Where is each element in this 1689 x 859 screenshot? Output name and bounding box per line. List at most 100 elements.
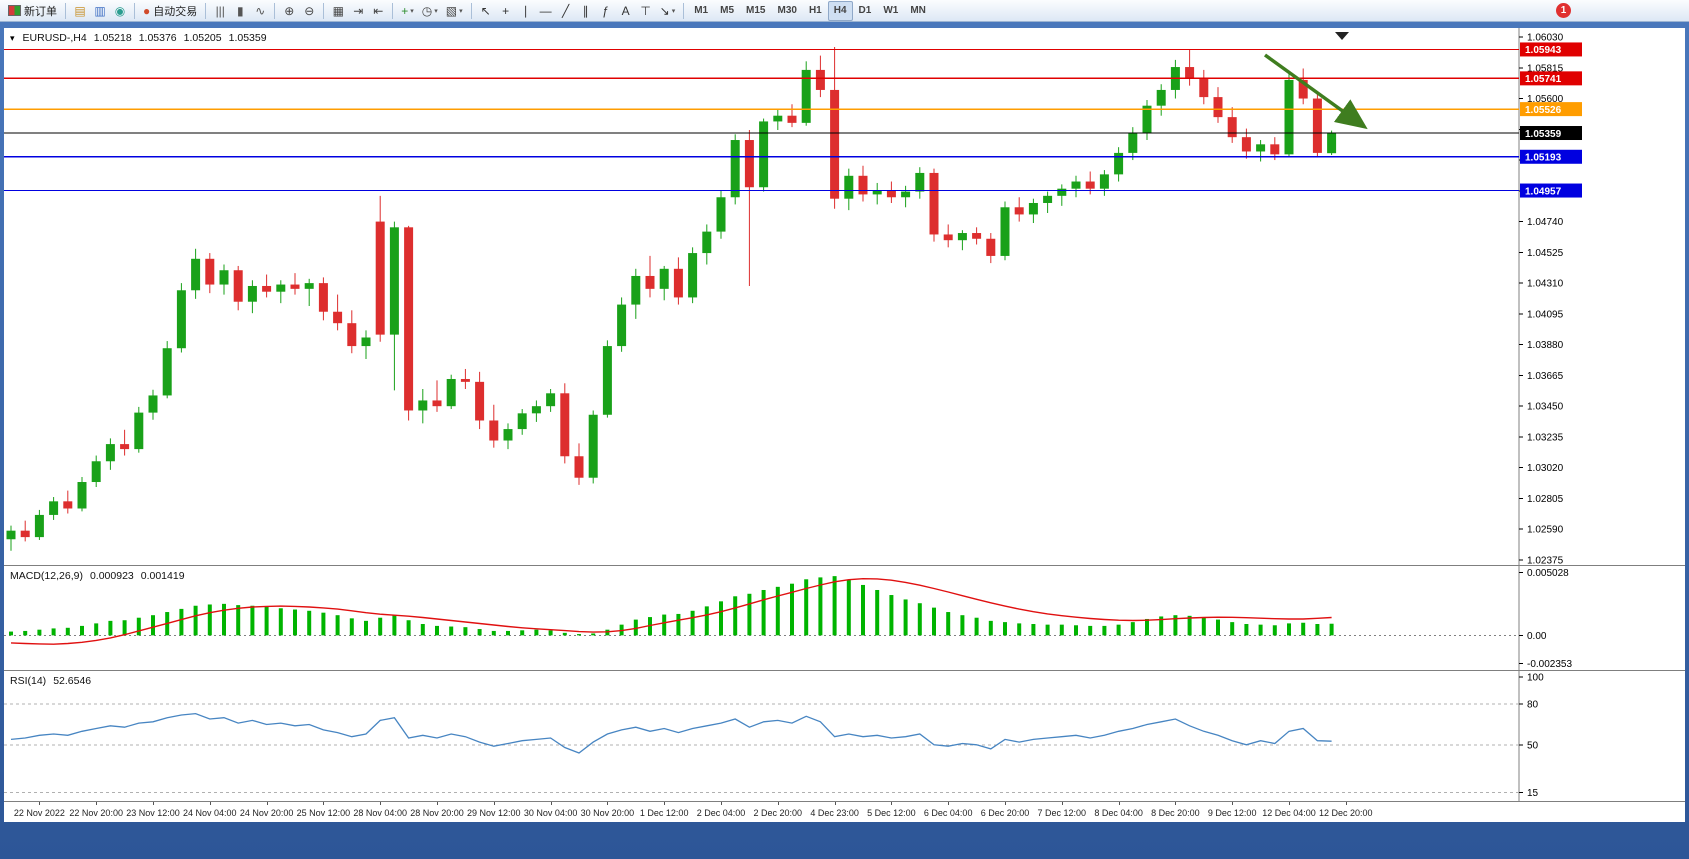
time-tick xyxy=(607,802,609,805)
macd-signal-line xyxy=(10,577,1332,645)
open-value: 1.05218 xyxy=(93,32,132,44)
one-click-expand-icon[interactable]: ▾ xyxy=(10,32,15,43)
time-label: 2 Dec 04:00 xyxy=(696,808,746,818)
time-label: 22 Nov 20:00 xyxy=(69,808,123,818)
main-chart-canvas[interactable]: 1.060301.058151.056001.053851.051701.049… xyxy=(4,28,1685,565)
crosshair-icon: + xyxy=(502,3,510,18)
close-value: 1.05359 xyxy=(228,32,267,44)
chart-ohlc-header: ▾ EURUSD-,H4 1.05218 1.05376 1.05205 1.0… xyxy=(10,32,267,44)
time-label: 30 Nov 04:00 xyxy=(523,808,578,818)
trendline-button[interactable]: ╱ xyxy=(556,1,576,21)
macd-canvas[interactable]: 0.005028 0.00 -0.002353 xyxy=(4,566,1685,670)
timeframe-h1-button[interactable]: H1 xyxy=(808,5,822,16)
rsi-line xyxy=(10,712,1332,754)
tile-windows-icon: ▦ xyxy=(332,3,344,18)
svg-text:-0.002353: -0.002353 xyxy=(1527,659,1572,670)
timeframe-w1-button[interactable]: W1 xyxy=(883,5,899,16)
dropdown-icon[interactable]: ▾ xyxy=(410,7,414,15)
svg-text:80: 80 xyxy=(1527,700,1539,711)
time-label: 8 Dec 20:00 xyxy=(1151,808,1200,818)
periods-button[interactable]: ◷ ▾ xyxy=(418,1,442,21)
time-tick xyxy=(437,802,438,805)
timeframe-d1-button[interactable]: D1 xyxy=(858,5,872,16)
time-axis[interactable]: 22 Nov 2022 22 Nov 20:00 23 Nov 12:00 24 No… xyxy=(4,801,1685,822)
autotrade-button[interactable]: ● 自动交易 xyxy=(139,1,201,21)
horizontal-line-button[interactable]: — xyxy=(536,1,556,21)
timeframe-m30-button[interactable]: M30 xyxy=(777,5,797,16)
fibonacci-button[interactable]: ƒ xyxy=(596,1,616,21)
price-tag-1.05193: 1.05193 xyxy=(1520,149,1582,164)
symbol-label: EURUSD-,H4 xyxy=(22,32,87,44)
time-label: 22 Nov 2022 xyxy=(13,808,65,818)
candlestick-button[interactable]: ▮ xyxy=(230,1,250,21)
data-window-icon: ▥ xyxy=(94,3,106,18)
market-watch-button[interactable]: ▤ xyxy=(70,1,90,21)
time-label: 6 Dec 20:00 xyxy=(980,808,1030,818)
indicators-button[interactable]: + ▾ xyxy=(397,1,418,21)
navigator-button[interactable]: ◉ xyxy=(110,1,130,21)
channel-icon: ∥ xyxy=(582,3,589,18)
line-chart-button[interactable]: ∿ xyxy=(250,1,270,21)
time-label: 2 Dec 20:00 xyxy=(753,808,803,818)
data-window-button[interactable]: ▥ xyxy=(90,1,110,21)
rsi-value: 52.6546 xyxy=(53,675,92,687)
rsi-label: RSI(14) xyxy=(10,675,47,687)
time-tick xyxy=(266,802,268,805)
bar-chart-icon: ||| xyxy=(215,3,225,18)
time-tick xyxy=(1118,802,1120,805)
svg-text:1.02375: 1.02375 xyxy=(1527,556,1564,566)
shapes-button[interactable]: ↘ ▾ xyxy=(656,1,680,21)
dropdown-icon[interactable]: ▾ xyxy=(434,7,438,15)
svg-text:1.05526: 1.05526 xyxy=(1525,105,1562,116)
label-button[interactable]: ⊤ xyxy=(636,1,656,21)
new-order-button[interactable]: 新订单 xyxy=(4,1,61,21)
time-tick xyxy=(948,802,950,805)
time-label: 4 Dec 23:00 xyxy=(810,808,859,818)
rsi-canvas[interactable]: 100 80 50 15 xyxy=(4,671,1685,801)
autoscroll-icon: ⇥ xyxy=(353,3,364,18)
time-tick xyxy=(153,802,154,805)
crosshair-button[interactable]: + xyxy=(496,1,516,21)
macd-panel: 0.005028 0.00 -0.002353 MACD(12,26,9) 0.00… xyxy=(4,565,1685,670)
svg-text:1.02805: 1.02805 xyxy=(1527,494,1564,505)
time-label: 8 Dec 04:00 xyxy=(1094,808,1143,818)
time-tick xyxy=(380,802,382,805)
dropdown-icon[interactable]: ▾ xyxy=(671,7,676,15)
rsi-header: RSI(14) 52.6546 xyxy=(10,675,91,687)
tile-windows-button[interactable]: ▦ xyxy=(328,1,348,21)
time-label: 23 Nov 12:00 xyxy=(126,808,180,818)
autoscroll-button[interactable]: ⇥ xyxy=(348,1,368,21)
bar-chart-button[interactable]: ||| xyxy=(210,1,230,21)
svg-text:1.03450: 1.03450 xyxy=(1527,402,1564,413)
chart-shift-button[interactable]: ⇤ xyxy=(368,1,388,21)
vertical-line-button[interactable]: ∣ xyxy=(516,1,536,21)
macd-label: MACD(12,26,9) xyxy=(10,570,83,582)
cursor-button[interactable]: ↖ xyxy=(476,1,496,21)
trendline-icon: ╱ xyxy=(562,3,570,18)
main-chart-panel: 1.060301.058151.056001.053851.051701.049… xyxy=(4,28,1685,565)
toolbar-separator xyxy=(134,2,135,19)
timeframe-mn-button[interactable]: MN xyxy=(910,5,926,16)
trend-arrow-annotation[interactable] xyxy=(1263,53,1368,130)
text-icon: A xyxy=(621,3,630,18)
scroll-to-end-icon[interactable] xyxy=(1335,32,1349,40)
timeframe-m5-button[interactable]: M5 xyxy=(720,5,735,16)
time-label: 24 Nov 20:00 xyxy=(239,808,294,818)
templates-button[interactable]: ▧ ▾ xyxy=(442,1,467,21)
dropdown-icon[interactable]: ▾ xyxy=(459,7,463,15)
zoom-out-button[interactable]: ⊖ xyxy=(299,1,319,21)
toolbar: 新订单 ▤ ▥ ◉ ● 自动交易 ||| ▮ ∿ ⊕ ⊖ ▦ ⇥ ⇤ + ▾ ◷ ▾ ▧ ▾ ↖ + ∣ — ╱ ∥ ƒ A ⊤ ↘ ▾ M1… xyxy=(0,0,1689,22)
price-tag-1.05526: 1.05526 xyxy=(1520,102,1582,117)
notification-badge[interactable]: 1 xyxy=(1556,3,1571,18)
navigator-icon: ◉ xyxy=(114,3,126,18)
timeframe-m1-button[interactable]: M1 xyxy=(694,5,709,16)
zoom-in-button[interactable]: ⊕ xyxy=(279,1,299,21)
time-tick xyxy=(1061,802,1063,805)
timeframe-m15-button[interactable]: M15 xyxy=(746,5,766,16)
timeframe-h4-button[interactable]: H4 xyxy=(827,0,853,21)
templates-icon: ▧ xyxy=(445,3,458,18)
text-button[interactable]: A xyxy=(616,1,636,21)
label-icon: ⊤ xyxy=(640,3,651,18)
svg-text:1.03665: 1.03665 xyxy=(1527,371,1564,382)
channel-button[interactable]: ∥ xyxy=(576,1,596,21)
